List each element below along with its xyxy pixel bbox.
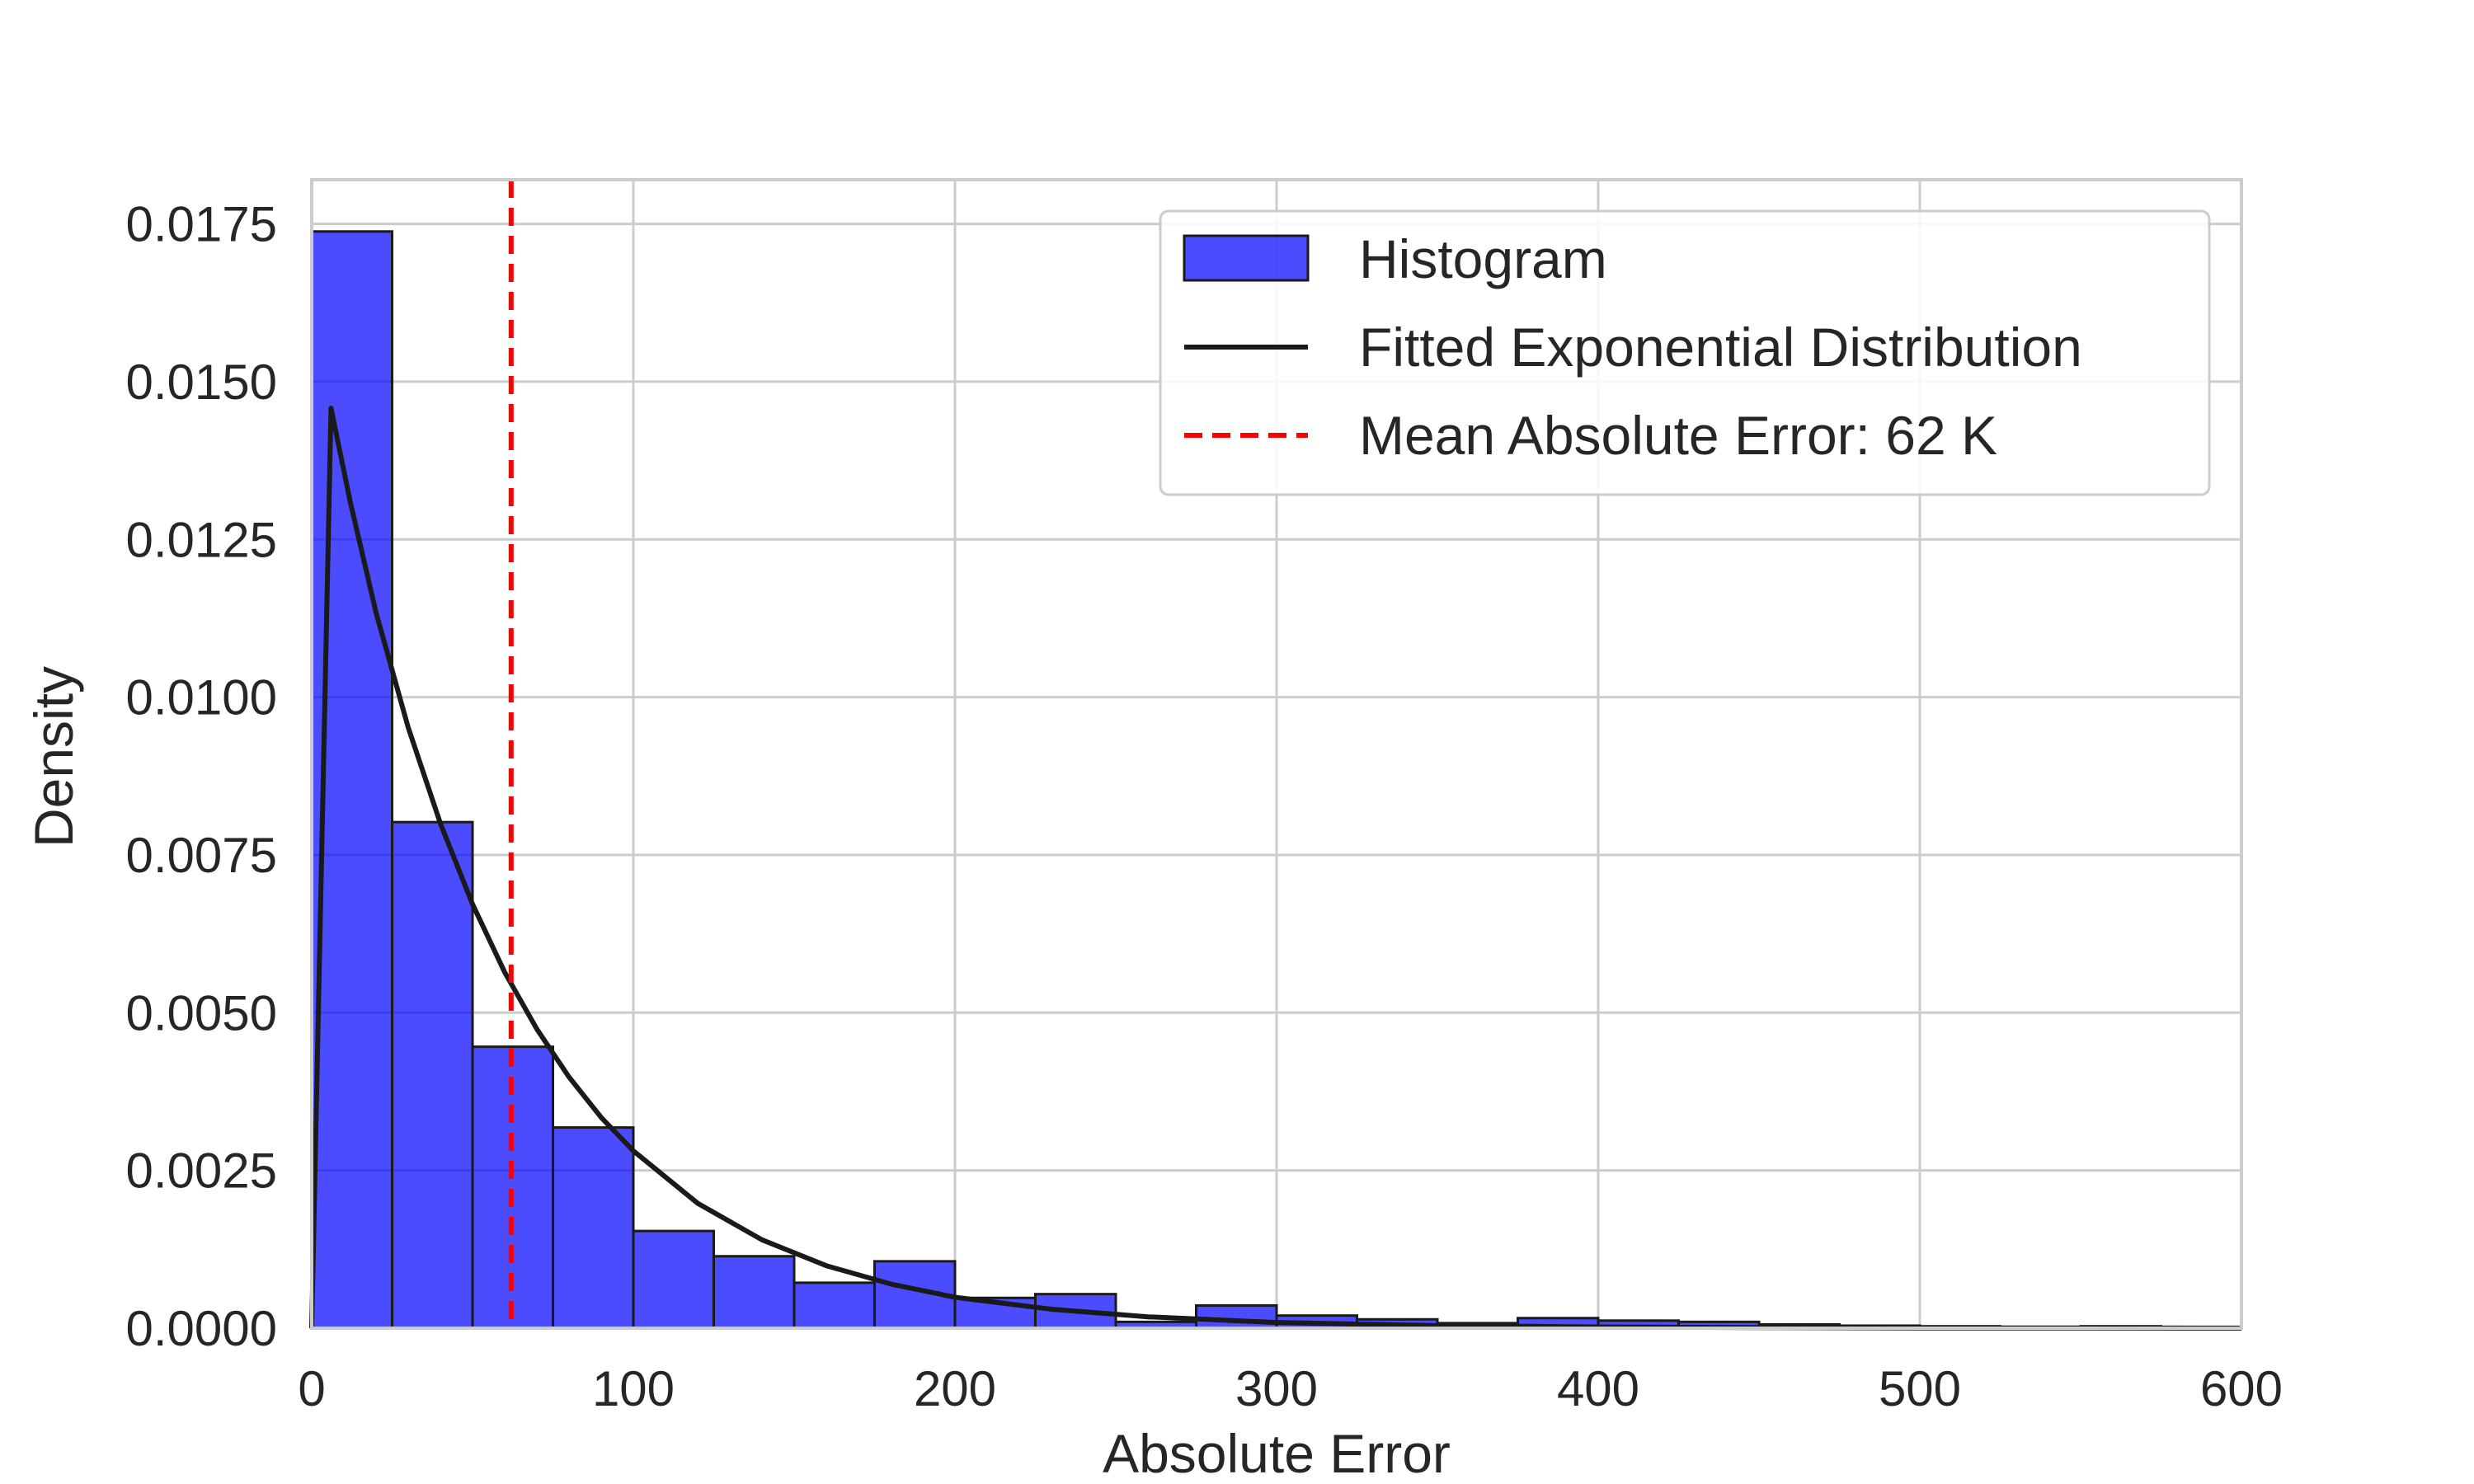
- histogram-bar: [632, 1229, 715, 1330]
- legend-fit-label: Fitted Exponential Distribution: [1359, 317, 2082, 378]
- legend-mean-label: Mean Absolute Error: 62 K: [1359, 405, 1997, 466]
- y-tick-label: 0.0000: [125, 1301, 277, 1356]
- x-tick-labels: 0 100 200 300 400 500 600: [298, 1361, 2283, 1416]
- legend-box: [1159, 209, 2211, 496]
- y-tick-label: 0.0025: [125, 1144, 277, 1199]
- x-tick-label: 500: [1879, 1361, 1961, 1416]
- histogram-bar: [310, 230, 393, 1330]
- histogram-bar: [713, 1255, 796, 1330]
- y-tick-label: 0.0050: [125, 985, 277, 1040]
- x-tick-label: 0: [298, 1361, 325, 1416]
- histogram-bar: [391, 820, 474, 1330]
- y-tick-label: 0.0175: [125, 197, 277, 252]
- y-tick-label: 0.0125: [125, 512, 277, 567]
- x-axis-label: Absolute Error: [1103, 1423, 1451, 1484]
- legend-histogram-swatch: [1183, 234, 1310, 282]
- x-tick-label: 400: [1557, 1361, 1639, 1416]
- histogram-bar: [552, 1126, 635, 1330]
- x-tick-label: 300: [1235, 1361, 1318, 1416]
- y-axis-label: Density: [23, 666, 84, 848]
- histogram-bar: [1195, 1303, 1278, 1330]
- x-tick-label: 200: [914, 1361, 996, 1416]
- histogram-bar: [793, 1281, 876, 1330]
- x-tick-label: 100: [592, 1361, 675, 1416]
- y-tick-labels: 0.0000 0.0025 0.0050 0.0075 0.0100 0.0125 0.01…: [125, 197, 277, 1356]
- y-tick-label: 0.0075: [125, 828, 277, 883]
- histogram-bars: [310, 230, 2243, 1330]
- y-tick-label: 0.0100: [125, 670, 277, 726]
- legend: Histogram Fitted Exponential Distributio…: [1159, 209, 2211, 496]
- y-tick-label: 0.0150: [125, 355, 277, 410]
- plot-frame: [310, 178, 2243, 1330]
- x-tick-label: 600: [2200, 1361, 2283, 1416]
- legend-histogram-label: Histogram: [1359, 228, 1607, 289]
